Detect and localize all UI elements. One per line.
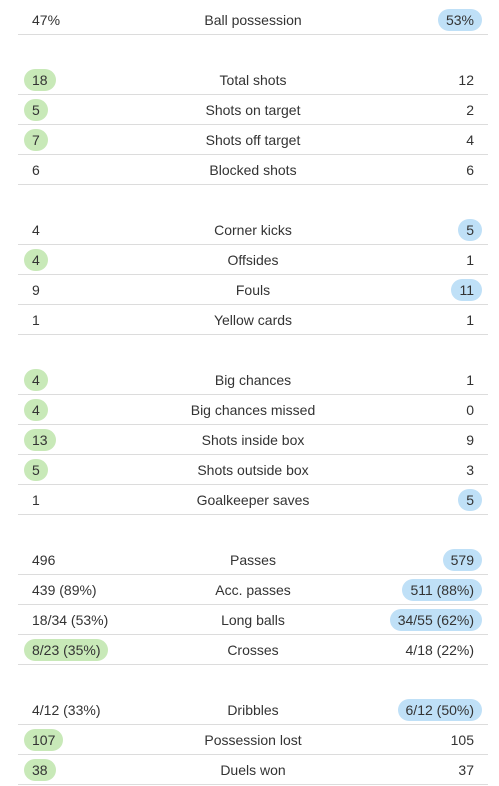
away-value: 53% xyxy=(437,9,482,31)
home-value: 9 xyxy=(32,282,40,298)
stat-label: Shots off target xyxy=(205,132,301,148)
home-value: 4 xyxy=(24,249,48,271)
away-value: 37 xyxy=(458,762,474,778)
away-value: 4 xyxy=(466,132,474,148)
home-value: 107 xyxy=(24,729,64,751)
stat-row-acc-passes: 439 (89%) Acc. passes 511 (88%) xyxy=(18,575,488,605)
stat-row-fouls: 9 Fouls 11 xyxy=(18,275,488,305)
stat-row-big-chances-missed: 4 Big chances missed 0 xyxy=(18,395,488,425)
away-value: 2 xyxy=(466,102,474,118)
stat-row-goalkeeper-saves: 1 Goalkeeper saves 5 xyxy=(18,485,488,515)
stat-row-dribbles: 4/12 (33%) Dribbles 6/12 (50%) xyxy=(18,695,488,725)
stat-row-shots-off-target: 7 Shots off target 4 xyxy=(18,125,488,155)
stat-label: Long balls xyxy=(221,612,285,628)
stat-label: Total shots xyxy=(219,72,287,88)
away-value: 6 xyxy=(466,162,474,178)
stat-label: Yellow cards xyxy=(213,312,293,328)
home-value: 13 xyxy=(24,429,56,451)
stat-group-possession: 47% Ball possession 53% xyxy=(18,5,488,35)
home-value: 6 xyxy=(32,162,40,178)
stat-label: Ball possession xyxy=(204,12,302,28)
home-value: 8/23 (35%) xyxy=(24,639,109,661)
stat-label: Shots outside box xyxy=(197,462,309,478)
away-value: 3 xyxy=(466,462,474,478)
stat-row-crosses: 8/23 (35%) Crosses 4/18 (22%) xyxy=(18,635,488,665)
stat-label: Fouls xyxy=(235,282,271,298)
home-value: 4 xyxy=(24,369,48,391)
stat-group-shots: 18 Total shots 12 5 Shots on target 2 7 … xyxy=(18,65,488,185)
stat-row-corner-kicks: 4 Corner kicks 5 xyxy=(18,215,488,245)
stat-row-shots-inside-box: 13 Shots inside box 9 xyxy=(18,425,488,455)
stat-row-yellow-cards: 1 Yellow cards 1 xyxy=(18,305,488,335)
stat-row-passes: 496 Passes 579 xyxy=(18,545,488,575)
home-value: 496 xyxy=(32,552,56,568)
home-value: 4 xyxy=(24,399,48,421)
home-value: 18 xyxy=(24,69,56,91)
stat-label: Crosses xyxy=(227,642,279,658)
away-value: 11 xyxy=(451,279,482,301)
stat-row-shots-outside-box: 5 Shots outside box 3 xyxy=(18,455,488,485)
stat-label: Big chances xyxy=(214,372,292,388)
stat-label: Offsides xyxy=(227,252,279,268)
away-value: 579 xyxy=(442,549,482,571)
stat-label: Acc. passes xyxy=(215,582,291,598)
stat-label: Passes xyxy=(230,552,276,568)
stat-row-blocked-shots: 6 Blocked shots 6 xyxy=(18,155,488,185)
away-value: 5 xyxy=(458,489,482,511)
away-value: 6/12 (50%) xyxy=(397,699,482,721)
stat-row-ball-possession: 47% Ball possession 53% xyxy=(18,5,488,35)
stat-group-passing: 496 Passes 579 439 (89%) Acc. passes 511… xyxy=(18,545,488,665)
stat-label: Duels won xyxy=(220,762,286,778)
home-value: 7 xyxy=(24,129,48,151)
home-value: 439 (89%) xyxy=(32,582,97,598)
home-value: 1 xyxy=(32,492,40,508)
away-value: 4/18 (22%) xyxy=(405,642,474,658)
stat-label: Dribbles xyxy=(227,702,279,718)
stat-group-duels: 4/12 (33%) Dribbles 6/12 (50%) 107 Posse… xyxy=(18,695,488,785)
away-value: 0 xyxy=(466,402,474,418)
stat-label: Corner kicks xyxy=(214,222,292,238)
away-value: 105 xyxy=(450,732,474,748)
home-value: 1 xyxy=(32,312,40,328)
stat-row-big-chances: 4 Big chances 1 xyxy=(18,365,488,395)
match-statistics-table: 47% Ball possession 53% 18 Total shots 1… xyxy=(18,5,488,785)
home-value: 47% xyxy=(32,12,61,28)
stat-row-possession-lost: 107 Possession lost 105 xyxy=(18,725,488,755)
away-value: 12 xyxy=(458,72,474,88)
away-value: 1 xyxy=(466,372,474,388)
home-value: 18/34 (53%) xyxy=(32,612,109,628)
away-value: 9 xyxy=(466,432,474,448)
stat-row-duels-won: 38 Duels won 37 xyxy=(18,755,488,785)
away-value: 5 xyxy=(458,219,482,241)
away-value: 511 (88%) xyxy=(402,579,482,601)
stat-group-set-pieces: 4 Corner kicks 5 4 Offsides 1 9 Fouls 11… xyxy=(18,215,488,335)
home-value: 5 xyxy=(24,99,48,121)
home-value: 4/12 (33%) xyxy=(32,702,101,718)
away-value: 1 xyxy=(466,312,474,328)
stat-row-total-shots: 18 Total shots 12 xyxy=(18,65,488,95)
stat-label: Shots inside box xyxy=(201,432,305,448)
stat-row-long-balls: 18/34 (53%) Long balls 34/55 (62%) xyxy=(18,605,488,635)
stat-group-chances: 4 Big chances 1 4 Big chances missed 0 1… xyxy=(18,365,488,515)
stat-label: Possession lost xyxy=(204,732,302,748)
stat-label: Goalkeeper saves xyxy=(196,492,310,508)
away-value: 1 xyxy=(466,252,474,268)
home-value: 38 xyxy=(24,759,56,781)
away-value: 34/55 (62%) xyxy=(389,609,482,631)
stat-row-offsides: 4 Offsides 1 xyxy=(18,245,488,275)
stat-label: Shots on target xyxy=(205,102,301,118)
stat-label: Big chances missed xyxy=(190,402,316,418)
home-value: 5 xyxy=(24,459,48,481)
home-value: 4 xyxy=(32,222,40,238)
stat-label: Blocked shots xyxy=(209,162,297,178)
stat-row-shots-on-target: 5 Shots on target 2 xyxy=(18,95,488,125)
